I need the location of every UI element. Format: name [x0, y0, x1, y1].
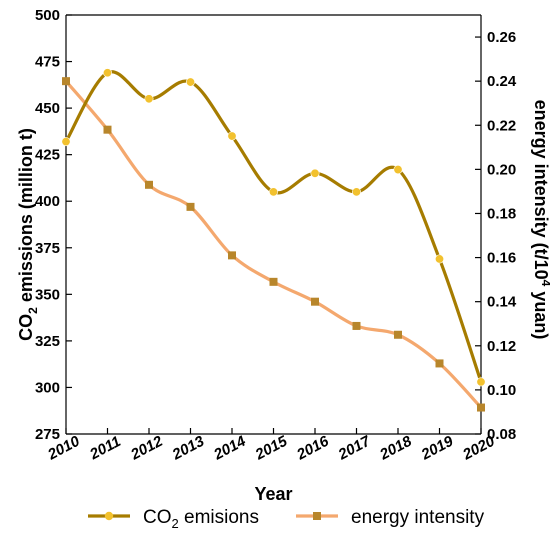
series-0-point — [144, 94, 154, 104]
legend-label: energy intensity — [351, 507, 485, 528]
x-tick-label: 2016 — [293, 432, 332, 463]
series-0-point — [476, 377, 486, 387]
x-tick-label: 2014 — [210, 432, 249, 463]
y-tick-label-left: 450 — [35, 100, 60, 117]
y-tick-label-left: 400 — [35, 193, 60, 210]
y-tick-label-left: 500 — [35, 7, 60, 24]
legend-label: CO2 emisions — [143, 507, 259, 531]
x-axis-title: Year — [254, 484, 292, 504]
y-tick-label-right: 0.12 — [487, 338, 516, 355]
series-line-1 — [64, 79, 483, 410]
series-1-point — [311, 297, 319, 306]
series-0-point — [61, 137, 71, 147]
chart-series — [61, 68, 486, 412]
x-tick-label: 2019 — [418, 432, 457, 463]
series-1-point — [103, 125, 112, 134]
x-tick-label: 2011 — [86, 433, 123, 464]
y-tick-label-left: 300 — [35, 379, 60, 396]
series-1-point — [145, 180, 153, 189]
series-1-point — [435, 359, 444, 368]
y-tick-label-right: 0.18 — [487, 205, 516, 222]
series-1-point — [352, 321, 361, 330]
chart-axes — [65, 14, 482, 435]
y-tick-label-right: 0.16 — [487, 250, 516, 267]
x-tick-label: 2015 — [252, 432, 291, 463]
y-tick-label-left: 375 — [35, 240, 60, 257]
series-0-point — [103, 68, 113, 78]
series-0-point — [268, 187, 278, 197]
series-1-point — [394, 330, 402, 339]
series-1-point — [186, 202, 195, 211]
series-line-0 — [64, 70, 483, 384]
legend-marker — [104, 511, 114, 521]
x-tick-label: 2013 — [169, 432, 208, 463]
series-0 — [61, 68, 486, 387]
y-tick-label-right: 0.24 — [487, 73, 517, 90]
y-tick-label-left: 325 — [35, 333, 60, 350]
y-axis-title-right: energy intensity (t/104 yuan) — [531, 100, 550, 340]
y-tick-label-right: 0.10 — [487, 382, 516, 399]
series-1-point — [269, 277, 278, 286]
y-tick-label-left: 350 — [35, 286, 60, 303]
legend-item-0: CO2 emisions — [88, 507, 259, 531]
y-tick-label-right: 0.22 — [487, 117, 516, 134]
y-tick-label-left: 425 — [35, 147, 60, 164]
x-tick-label: 2012 — [127, 432, 166, 463]
x-tick-label: 2018 — [376, 432, 415, 463]
y-tick-label-left: 275 — [35, 426, 60, 443]
y-tick-label-right: 0.14 — [487, 294, 517, 311]
legend-item-1: energy intensity — [296, 507, 485, 528]
series-1-point — [62, 77, 70, 86]
chart-legend: CO2 emisions energy intensity — [88, 507, 485, 531]
series-0-point — [351, 187, 361, 197]
series-0-point — [310, 168, 320, 178]
series-0-point — [434, 254, 444, 264]
series-0-point — [186, 77, 196, 87]
y-tick-label-right: 0.08 — [487, 426, 516, 443]
y-tick-label-right: 0.26 — [487, 29, 516, 46]
y-tick-label-left: 475 — [35, 54, 60, 71]
y-axis-title-left: CO2 emissions (million t) — [16, 128, 40, 341]
chart-labels: 275 300 325 350 375 400 425 450 475 500 0.08 0.10 0.… — [16, 7, 550, 504]
y-tick-label-right: 0.20 — [487, 161, 516, 178]
x-tick-label: 2017 — [335, 432, 374, 463]
series-1-point — [477, 403, 485, 412]
series-1 — [62, 77, 485, 412]
series-0-point — [227, 131, 237, 141]
legend-marker — [313, 512, 321, 520]
series-1-point — [228, 251, 236, 260]
series-0-point — [393, 165, 403, 175]
